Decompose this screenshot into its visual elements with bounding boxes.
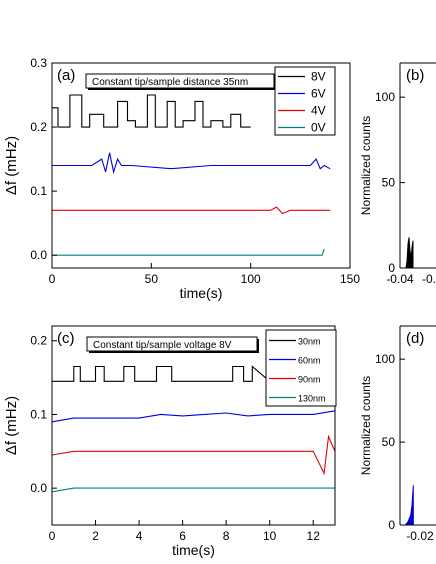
panel-label: (c) [57,330,75,347]
y-tick-label: 0.2 [30,120,47,134]
y-axis-label: Normalized counts [359,116,373,215]
annotation-box [85,73,275,89]
y-axis-label: Δf (mHz) [3,396,20,455]
panel-c: 0.0 0.1 0.2 0 2 4 6 8 10 12 (c) time(s) Δf (mHz) Cons… [3,325,337,558]
legend-label: 0V [311,121,326,135]
y-tick-label: 50 [382,435,396,449]
x-tick-label: 150 [340,272,360,286]
legend-box [265,329,337,407]
x-tick-label: 0 [49,272,56,286]
x-tick-label: -0.04 [386,272,414,286]
legend-label: 30nm [298,337,321,347]
x-tick-label-partial: -0. [422,272,436,286]
series-line-4V [52,206,331,215]
legend-box [274,66,336,136]
y-tick-label: 0.1 [30,184,47,198]
histogram-area-0 [405,237,414,268]
legend-label: 6V [311,87,326,101]
y-tick-label: 100 [375,90,395,104]
legend-label: 90nm [298,375,321,385]
legend-label: 8V [311,70,326,84]
series-line-90nm [52,434,335,476]
annotation-box [86,336,258,352]
y-tick-label: 0.1 [30,407,47,421]
x-tick-label: 12 [307,529,321,543]
panel-a: 0.0 0.1 0.2 0.3 0 50 100 150 (a) time(s) Δf (mHz) C… [3,56,360,301]
annotation-text: Constant tip/sample voltage 8V [93,340,232,351]
series-group [52,365,335,493]
x-tick-label: 6 [179,529,186,543]
x-tick-label: 8 [223,529,230,543]
series-line-6V [52,152,331,175]
y-tick-label: 0.2 [30,334,47,348]
panel-b: 0 50 100 -0.04 -0. (b) Normalized counts [359,62,436,286]
y-tick-label: 0.0 [30,481,47,495]
x-tick-label: 100 [241,272,261,286]
legend-label: 4V [311,104,326,118]
series-line-0V [52,248,325,256]
axes-frame [51,62,351,269]
y-tick-label: 50 [382,176,396,190]
y-axis-label: Δf (mHz) [3,136,20,195]
series-line-130nm [52,487,335,493]
panel-label: (a) [57,67,75,84]
y-tick-label: 100 [375,352,395,366]
series-line-8V [52,94,251,128]
panel-label: (b) [406,67,424,84]
legend: 30nm 60nm 90nm 130nm [265,329,337,407]
legend-label: 60nm [298,356,321,366]
x-tick-label: 10 [263,529,277,543]
legend: 8V 6V 4V 0V [274,66,336,136]
axes-frame [51,325,336,526]
panel-d: 0 50 100 -0.02 (d) Normalized counts [359,325,436,543]
y-tick-label: 0.0 [30,248,47,262]
x-tick-label: 50 [145,272,159,286]
y-tick-label: 0.3 [30,56,47,70]
x-tick-label: 2 [92,529,99,543]
x-tick-label-partial: -0.02 [406,529,434,543]
y-tick-label: 0 [388,261,395,275]
series-group [52,94,331,256]
y-tick-label: 0 [388,518,395,532]
series-line-60nm [52,410,335,423]
x-axis-label: time(s) [180,285,223,301]
series-line-30nm [52,365,271,382]
x-axis-label: time(s) [172,542,215,558]
series-group [405,237,414,268]
legend-label: 130nm [298,394,326,404]
panel-label: (d) [406,330,424,347]
x-tick-label: 4 [136,529,143,543]
x-tick-label: 0 [49,529,56,543]
histogram-area-0 [404,485,414,525]
annotation-text: Constant tip/sample distance 35nm [92,77,248,88]
y-axis-label: Normalized counts [359,376,373,475]
series-group [404,485,414,525]
